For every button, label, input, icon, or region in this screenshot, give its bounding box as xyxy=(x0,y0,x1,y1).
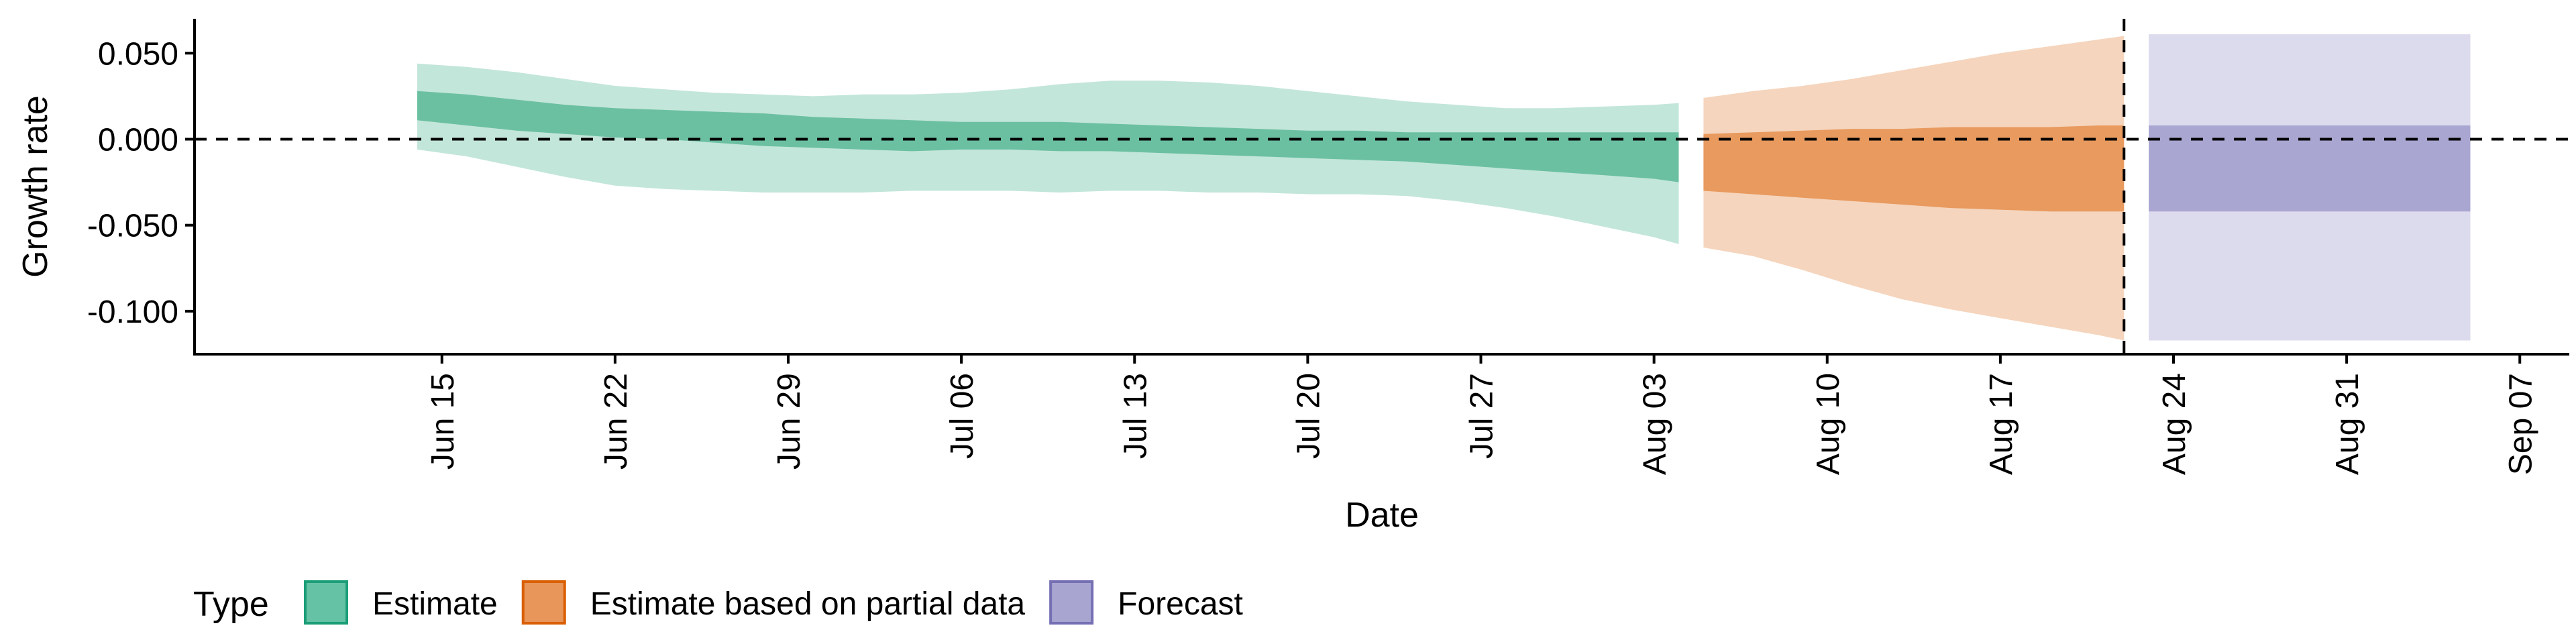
estimate-inner-band xyxy=(417,91,1679,182)
x-tick-label: Jun 29 xyxy=(771,373,807,470)
estimate-outer-band xyxy=(417,63,1679,244)
legend-title: Type xyxy=(193,585,269,624)
x-ticks: Jun 15 Jun 22 Jun 29 Jul 06 Jul 13 Jul 20 Jul … xyxy=(425,354,2538,475)
x-tick-label: Aug 10 xyxy=(1811,373,1846,475)
x-tick-label: Aug 24 xyxy=(2157,373,2192,475)
reference-lines xyxy=(195,19,2569,354)
x-tick-label: Jul 27 xyxy=(1464,373,1500,459)
x-tick-label: Jun 15 xyxy=(425,373,461,470)
y-ticks: 0.050 0.000 -0.050 -0.100 xyxy=(87,36,195,330)
x-tick-label: Jul 13 xyxy=(1118,373,1153,459)
legend-label-estimate-based-on-partial-data: Estimate based on partial data xyxy=(590,586,1026,622)
y-tick-label: 0.050 xyxy=(98,36,178,72)
legend: Type Estimate Estimate based on partial d… xyxy=(193,580,1243,625)
x-tick-label: Aug 03 xyxy=(1638,373,1673,475)
y-tick-label: -0.100 xyxy=(87,294,178,330)
legend-label-estimate: Estimate xyxy=(372,586,498,622)
legend-key-estimate xyxy=(304,580,348,625)
estimate-based-on-partial-data-inner-band xyxy=(1703,125,2125,212)
x-tick-label: Jul 20 xyxy=(1291,373,1326,459)
legend-key-forecast xyxy=(1049,580,1094,625)
bands-layer xyxy=(417,34,2471,341)
legend-key-estimate-based-on-partial-data xyxy=(521,580,566,625)
x-tick-label: Sep 07 xyxy=(2503,373,2538,475)
x-tick-label: Jul 06 xyxy=(945,373,980,459)
x-tick-label: Aug 31 xyxy=(2330,373,2365,475)
y-axis-title: Growth rate xyxy=(16,95,55,278)
x-tick-label: Jun 22 xyxy=(598,373,634,470)
legend-label-forecast: Forecast xyxy=(1118,586,1243,622)
y-tick-label: 0.000 xyxy=(98,122,178,158)
y-tick-label: -0.050 xyxy=(87,209,178,244)
forecast-inner-band xyxy=(2149,125,2471,212)
x-tick-label: Aug 17 xyxy=(1984,373,2019,475)
x-axis-title: Date xyxy=(1345,496,1419,535)
